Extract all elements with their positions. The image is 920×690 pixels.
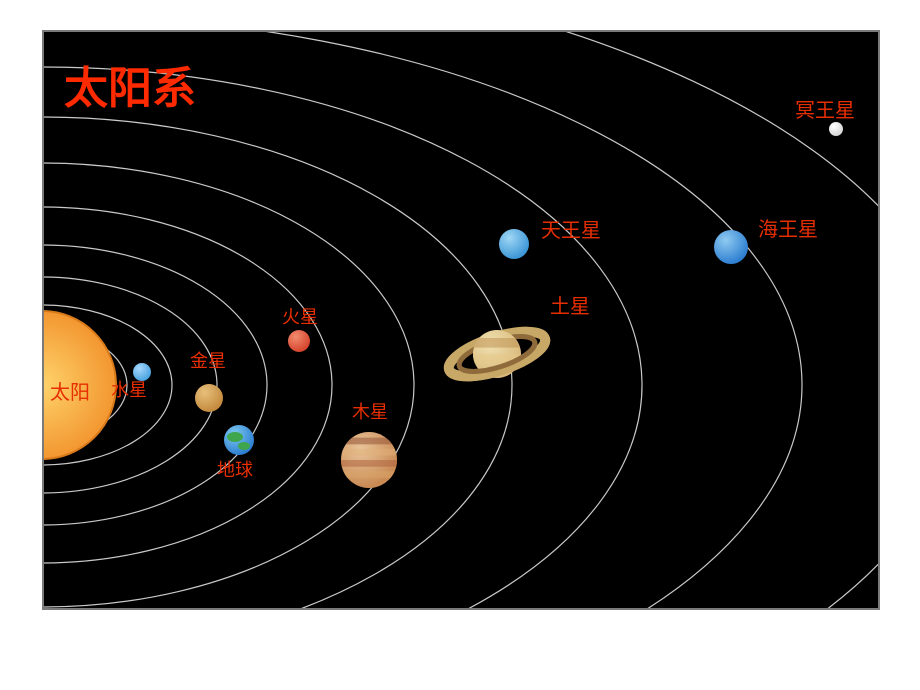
label-neptune: 海王星 xyxy=(758,213,818,242)
label-jupiter: 木星 xyxy=(352,398,388,424)
orbit-8 xyxy=(0,15,802,690)
label-uranus: 天王星 xyxy=(541,214,601,243)
diagram-title: 太阳系 xyxy=(64,52,196,116)
planet-neptune xyxy=(714,230,748,264)
label-pluto: 冥王星 xyxy=(795,94,855,123)
label-sun: 太阳 xyxy=(50,376,90,405)
label-earth: 地球 xyxy=(217,456,253,482)
label-saturn: 土星 xyxy=(550,290,590,319)
planet-venus xyxy=(195,384,223,412)
label-mars: 火星 xyxy=(282,303,318,329)
label-mercury: 水星 xyxy=(111,376,147,402)
planet-mars xyxy=(288,330,310,352)
planet-pluto xyxy=(829,122,843,136)
planet-uranus xyxy=(499,229,529,259)
label-venus: 金星 xyxy=(190,347,226,373)
